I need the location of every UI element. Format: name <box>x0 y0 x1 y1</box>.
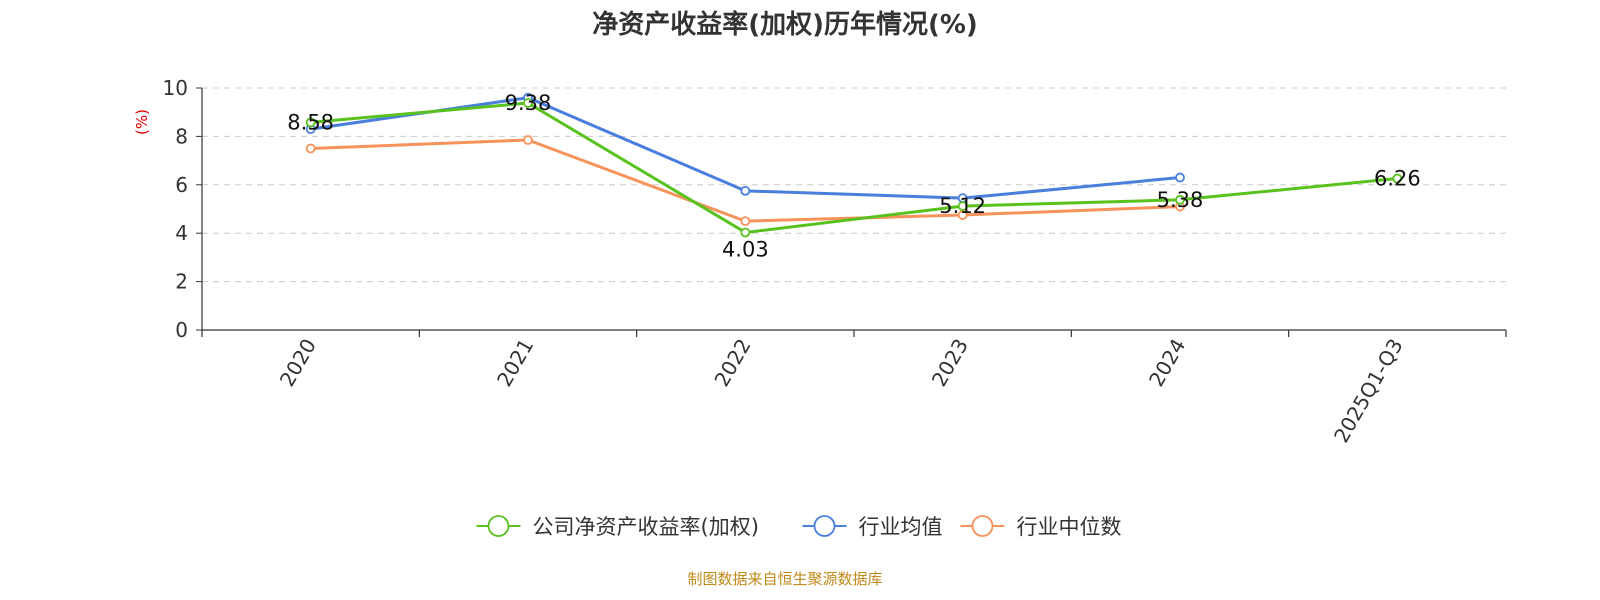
series-line-2 <box>310 138 1181 223</box>
x-tick-label-2022: 2022 <box>709 335 755 391</box>
data-label-2022: 4.03 <box>722 237 769 261</box>
axes: 0 2 4 6 8 10 2020 2021 2022 2023 2024 2025Q1-Q3 <box>163 76 1507 447</box>
point-1-2024[interactable] <box>1175 172 1185 183</box>
point-2-2020[interactable] <box>305 143 316 154</box>
source-note: 制图数据来自恒生聚源数据库 <box>687 570 882 588</box>
point-0-2022[interactable] <box>740 227 751 238</box>
y-tick-label: 6 <box>175 173 188 197</box>
point-2-2022[interactable] <box>740 216 751 227</box>
point-2-2021[interactable] <box>523 135 533 145</box>
y-axis-label: (%) <box>133 109 151 135</box>
x-tick-label-2020: 2020 <box>275 335 321 391</box>
data-label-2023: 5.12 <box>939 194 986 218</box>
point-0-2020[interactable] <box>305 117 316 128</box>
data-label-2020: 8.58 <box>287 110 334 134</box>
data-label-2025Q1-Q3: 6.26 <box>1374 167 1421 191</box>
x-tick-label-2024: 2024 <box>1144 335 1190 391</box>
series-line-1 <box>310 96 1181 200</box>
legend-marker-2 <box>971 515 994 537</box>
legend-label-1: 行业均值 <box>859 515 943 539</box>
legend-item-2[interactable]: 行业中位数 <box>960 515 1122 539</box>
legend-marker-0 <box>487 515 510 537</box>
data-labels: 8.58 9.38 4.03 5.12 5.38 6.26 <box>287 91 1420 261</box>
series-lines <box>305 92 1403 238</box>
y-tick-label: 0 <box>175 318 188 342</box>
x-tick-label-2021: 2021 <box>492 335 538 391</box>
y-tick-label: 8 <box>175 124 188 148</box>
legend-label-2: 行业中位数 <box>1017 515 1122 539</box>
chart-title: 净资产收益率(加权)历年情况(%) <box>592 9 978 40</box>
legend-label-0: 公司净资产收益率(加权) <box>533 515 759 539</box>
point-0-2021[interactable] <box>523 98 533 108</box>
point-0-2023[interactable] <box>957 201 968 211</box>
legend[interactable]: 公司净资产收益率(加权) 行业均值 行业中位数 <box>476 515 1122 539</box>
data-label-2024: 5.38 <box>1157 188 1204 212</box>
grid-lines <box>202 87 1506 283</box>
legend-item-1[interactable]: 行业均值 <box>802 515 943 539</box>
x-tick-label-2025Q1-Q3: 2025Q1-Q3 <box>1329 335 1408 447</box>
legend-item-0[interactable]: 公司净资产收益率(加权) <box>476 515 759 539</box>
point-2-2023[interactable] <box>957 210 968 220</box>
data-label-2021: 9.38 <box>505 91 552 115</box>
x-tick-label-2023: 2023 <box>927 335 973 391</box>
legend-marker-1 <box>813 515 836 537</box>
y-tick-label: 4 <box>175 221 188 245</box>
point-0-2025Q1-Q3[interactable] <box>1392 173 1403 184</box>
point-1-2022[interactable] <box>740 185 751 196</box>
y-tick-label: 2 <box>175 270 188 294</box>
point-0-2024[interactable] <box>1175 194 1185 205</box>
series-line-0 <box>310 101 1398 234</box>
y-tick-label: 10 <box>163 76 188 100</box>
